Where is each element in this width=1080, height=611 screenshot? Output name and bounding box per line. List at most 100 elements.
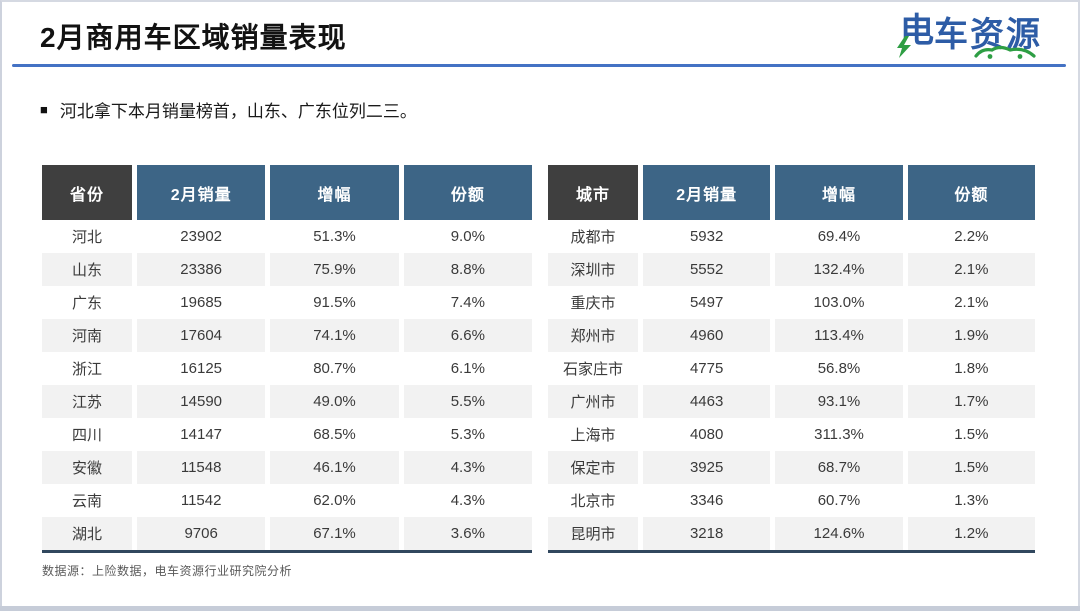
table-cell: 保定市: [548, 451, 638, 484]
table-cell: 7.4%: [403, 286, 532, 319]
table-cell: 23902: [137, 220, 266, 253]
table-cell: 北京市: [548, 484, 638, 517]
table-cell: 60.7%: [775, 484, 903, 517]
column-header: 增幅: [775, 165, 903, 220]
table-cell: 132.4%: [775, 253, 903, 286]
table-cell: 5.5%: [403, 385, 532, 418]
table-cell: 1.3%: [907, 484, 1035, 517]
table-cell: 9706: [137, 517, 266, 550]
column-header: 增幅: [270, 165, 399, 220]
table-cell: 上海市: [548, 418, 638, 451]
table-header-row: 省份 2月销量 增幅 份额: [42, 165, 532, 220]
page-title: 2月商用车区域销量表现: [40, 22, 347, 53]
brand-logo: 电 车资源: [897, 14, 1042, 59]
column-header: 份额: [907, 165, 1035, 220]
table-row: 河南 17604 74.1% 6.6%: [42, 319, 532, 352]
table-cell: 深圳市: [548, 253, 638, 286]
table-cell: 2.1%: [907, 253, 1035, 286]
table-cell: 14590: [137, 385, 266, 418]
table-cell: 9.0%: [403, 220, 532, 253]
table-header-row: 城市 2月销量 增幅 份额: [548, 165, 1035, 220]
table-cell: 74.1%: [270, 319, 399, 352]
table-row: 云南 11542 62.0% 4.3%: [42, 484, 532, 517]
table-cell: 5.3%: [403, 418, 532, 451]
table-cell: 云南: [42, 484, 132, 517]
table-cell: 4080: [643, 418, 771, 451]
table-cell: 80.7%: [270, 352, 399, 385]
table-cell: 3346: [643, 484, 771, 517]
table-cell: 浙江: [42, 352, 132, 385]
table-cell: 2.1%: [907, 286, 1035, 319]
table-cell: 4.3%: [403, 451, 532, 484]
table-cell: 75.9%: [270, 253, 399, 286]
table-cell: 重庆市: [548, 286, 638, 319]
key-insight: ■ 河北拿下本月销量榜首，山东、广东位列二三。: [40, 97, 417, 122]
table-cell: 1.2%: [907, 517, 1035, 550]
logo-char-dian: 电: [897, 14, 934, 58]
column-header: 2月销量: [643, 165, 771, 220]
table-cell: 103.0%: [775, 286, 903, 319]
table-cell: 成都市: [548, 220, 638, 253]
table-cell: 安徽: [42, 451, 132, 484]
table-row: 浙江 16125 80.7% 6.1%: [42, 352, 532, 385]
table-cell: 113.4%: [775, 319, 903, 352]
table-cell: 11542: [137, 484, 266, 517]
lightning-bolt-icon: [897, 36, 911, 58]
column-header: 份额: [403, 165, 532, 220]
table-cell: 5932: [643, 220, 771, 253]
table-cell: 11548: [137, 451, 266, 484]
table-row: 上海市 4080 311.3% 1.5%: [548, 418, 1035, 451]
table-cell: 14147: [137, 418, 266, 451]
table-cell: 3.6%: [403, 517, 532, 550]
table-cell: 311.3%: [775, 418, 903, 451]
table-row: 河北 23902 51.3% 9.0%: [42, 220, 532, 253]
column-header: 城市: [548, 165, 638, 220]
table-cell: 江苏: [42, 385, 132, 418]
province-sales-table: 省份 2月销量 增幅 份额 河北 23902 51.3% 9.0% 山东 23386 75.9% 8.…: [42, 165, 532, 553]
column-header: 省份: [42, 165, 132, 220]
table-cell: 51.3%: [270, 220, 399, 253]
city-sales-table: 城市 2月销量 增幅 份额 成都市 5932 69.4% 2.2% 深圳市 5552 132.4% 2…: [548, 165, 1035, 553]
slide-bottom-edge: [0, 606, 1080, 611]
table-cell: 1.7%: [907, 385, 1035, 418]
table-row: 昆明市 3218 124.6% 1.2%: [548, 517, 1035, 550]
table-row: 深圳市 5552 132.4% 2.1%: [548, 253, 1035, 286]
table-cell: 4960: [643, 319, 771, 352]
table-cell: 49.0%: [270, 385, 399, 418]
table-cell: 昆明市: [548, 517, 638, 550]
table-cell: 91.5%: [270, 286, 399, 319]
table-row: 江苏 14590 49.0% 5.5%: [42, 385, 532, 418]
bullet-text: 河北拿下本月销量榜首，山东、广东位列二三。: [59, 102, 417, 121]
table-cell: 1.5%: [907, 418, 1035, 451]
table-row: 山东 23386 75.9% 8.8%: [42, 253, 532, 286]
table-row: 四川 14147 68.5% 5.3%: [42, 418, 532, 451]
table-cell: 1.9%: [907, 319, 1035, 352]
table-cell: 郑州市: [548, 319, 638, 352]
title-divider: [12, 64, 1066, 67]
car-icon: [974, 45, 1036, 59]
table-cell: 石家庄市: [548, 352, 638, 385]
table-cell: 湖北: [42, 517, 132, 550]
source-note: 数据源：上险数据，电车资源行业研究院分析: [42, 564, 293, 578]
table-cell: 68.7%: [775, 451, 903, 484]
table-cell: 3218: [643, 517, 771, 550]
table-cell: 4463: [643, 385, 771, 418]
table-cell: 8.8%: [403, 253, 532, 286]
table-cell: 河南: [42, 319, 132, 352]
table-cell: 19685: [137, 286, 266, 319]
table-cell: 67.1%: [270, 517, 399, 550]
table-cell: 46.1%: [270, 451, 399, 484]
table-cell: 93.1%: [775, 385, 903, 418]
table-cell: 广州市: [548, 385, 638, 418]
table-cell: 16125: [137, 352, 266, 385]
table-cell: 6.6%: [403, 319, 532, 352]
table-cell: 广东: [42, 286, 132, 319]
bullet-square-icon: ■: [40, 102, 48, 117]
table-row: 北京市 3346 60.7% 1.3%: [548, 484, 1035, 517]
logo-rest-text: 车资源: [934, 18, 1042, 59]
table-cell: 56.8%: [775, 352, 903, 385]
table-cell: 2.2%: [907, 220, 1035, 253]
table-cell: 124.6%: [775, 517, 903, 550]
table-row: 保定市 3925 68.7% 1.5%: [548, 451, 1035, 484]
